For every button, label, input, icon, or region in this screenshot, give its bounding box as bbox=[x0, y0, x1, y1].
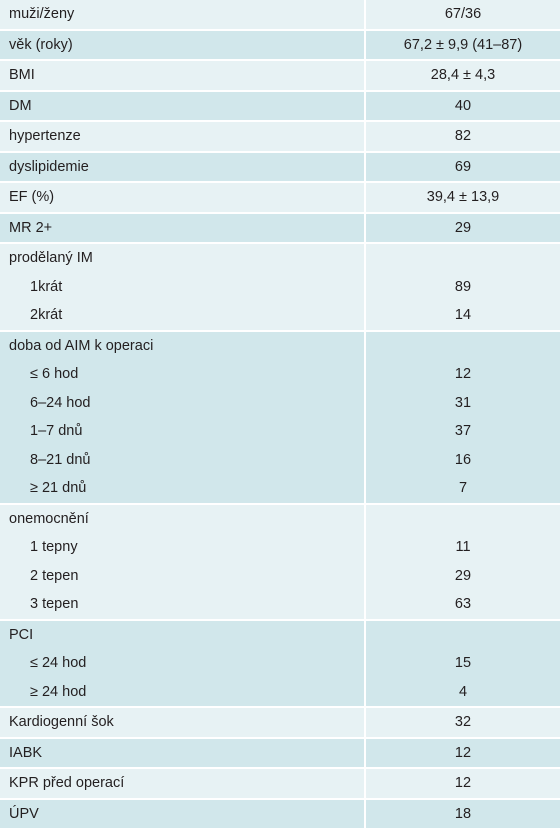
row-label: 2 tepen bbox=[0, 562, 366, 591]
row-label: muži/ženy bbox=[0, 0, 366, 29]
row-value: 12 bbox=[366, 366, 560, 382]
row-value: 39,4 ± 13,9 bbox=[366, 189, 560, 205]
row-value: 29 bbox=[366, 220, 560, 236]
row-label: prodělaný IM bbox=[0, 244, 366, 273]
row-label: KPR před operací bbox=[0, 769, 366, 798]
row-value: 18 bbox=[366, 806, 560, 822]
row-label: 1–7 dnů bbox=[0, 417, 366, 446]
row-label: PCI bbox=[0, 621, 366, 650]
row-value: 12 bbox=[366, 745, 560, 761]
row-label: ≤ 6 hod bbox=[0, 360, 366, 389]
row-label: 8–21 dnů bbox=[0, 446, 366, 475]
row-value: 32 bbox=[366, 714, 560, 730]
row-value: 4 bbox=[366, 684, 560, 700]
table-row: MR 2+29 bbox=[0, 214, 560, 243]
row-value: 40 bbox=[366, 98, 560, 114]
row-label: DM bbox=[0, 92, 366, 121]
table-row: PCI bbox=[0, 621, 560, 650]
row-value: 89 bbox=[366, 279, 560, 295]
row-label: EF (%) bbox=[0, 183, 366, 212]
row-value: 7 bbox=[366, 480, 560, 496]
table-row: věk (roky)67,2 ± 9,9 (41–87) bbox=[0, 31, 560, 60]
row-label: 1krát bbox=[0, 273, 366, 302]
row-label: ≥ 24 hod bbox=[0, 678, 366, 707]
row-value: 11 bbox=[366, 539, 560, 555]
table-row: onemocnění bbox=[0, 505, 560, 534]
row-label: ÚPV bbox=[0, 800, 366, 829]
row-label: hypertenze bbox=[0, 122, 366, 151]
row-value: 29 bbox=[366, 568, 560, 584]
row-value: 67/36 bbox=[366, 6, 560, 22]
row-label: dyslipidemie bbox=[0, 153, 366, 182]
row-label: doba od AIM k operaci bbox=[0, 332, 366, 361]
row-label: BMI bbox=[0, 61, 366, 90]
row-label: ≥ 21 dnů bbox=[0, 474, 366, 503]
row-value: 82 bbox=[366, 128, 560, 144]
row-label: 3 tepen bbox=[0, 590, 366, 619]
row-label: věk (roky) bbox=[0, 31, 366, 60]
row-value: 31 bbox=[366, 395, 560, 411]
row-label: 6–24 hod bbox=[0, 389, 366, 418]
row-value: 69 bbox=[366, 159, 560, 175]
table-row: EF (%)39,4 ± 13,9 bbox=[0, 183, 560, 212]
row-value: 63 bbox=[366, 596, 560, 612]
row-label: ≤ 24 hod bbox=[0, 649, 366, 678]
row-group: MR 2+29 bbox=[0, 214, 560, 245]
table-row: doba od AIM k operaci bbox=[0, 332, 560, 361]
row-value: 37 bbox=[366, 423, 560, 439]
page: {"table": {"groups": [ {"label": "muži/ž… bbox=[0, 0, 560, 800]
row-value: 12 bbox=[366, 775, 560, 791]
table-row: prodělaný IM bbox=[0, 244, 560, 273]
row-label: onemocnění bbox=[0, 505, 366, 534]
row-label: 2krát bbox=[0, 301, 366, 330]
row-value: 67,2 ± 9,9 (41–87) bbox=[366, 37, 560, 53]
row-label: Kardiogenní šok bbox=[0, 708, 366, 737]
row-label: MR 2+ bbox=[0, 214, 366, 243]
row-value: 14 bbox=[366, 307, 560, 323]
row-label: IABK bbox=[0, 739, 366, 768]
row-group: EF (%)39,4 ± 13,9 bbox=[0, 183, 560, 214]
row-label: 1 tepny bbox=[0, 533, 366, 562]
row-value: 16 bbox=[366, 452, 560, 468]
row-group: věk (roky)67,2 ± 9,9 (41–87) bbox=[0, 31, 560, 62]
row-value: 15 bbox=[366, 655, 560, 671]
row-value: 28,4 ± 4,3 bbox=[366, 67, 560, 83]
